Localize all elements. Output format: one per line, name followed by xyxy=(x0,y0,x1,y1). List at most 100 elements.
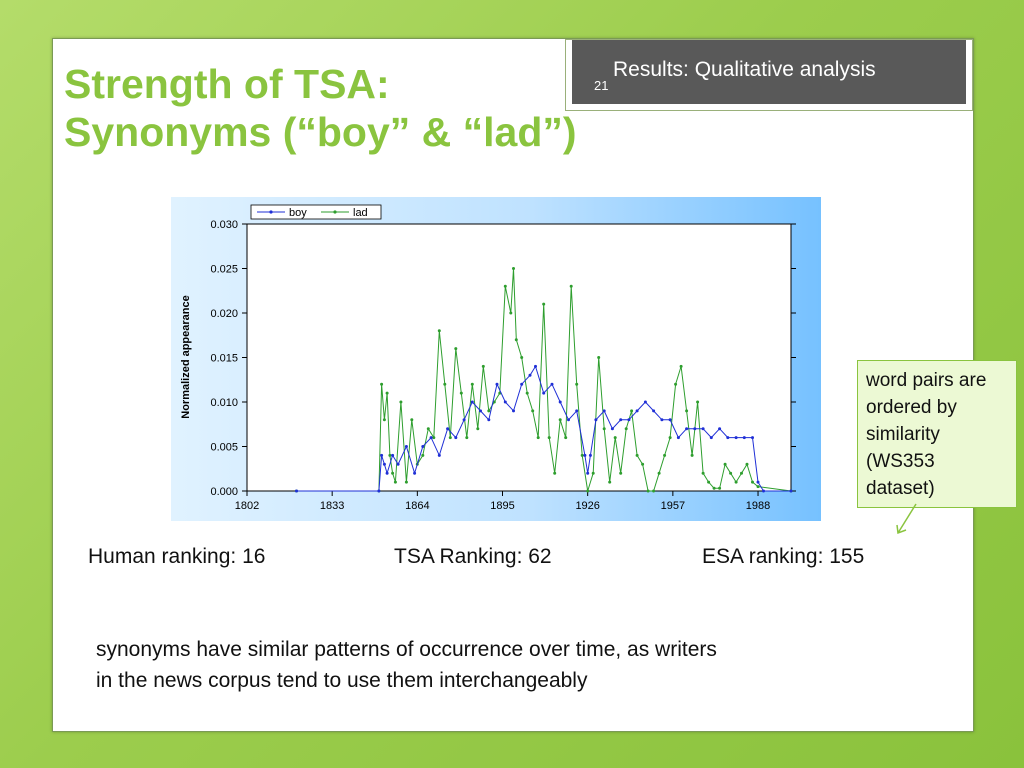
summary-line-2: in the news corpus tend to use them inte… xyxy=(96,669,588,692)
data-point-lad xyxy=(701,471,705,475)
data-point-lad xyxy=(602,427,606,431)
data-point-lad xyxy=(509,311,513,315)
header-tab-bar: 21 Results: Qualitative analysis xyxy=(572,40,966,104)
data-point-lad xyxy=(723,462,727,466)
data-point-lad xyxy=(536,436,540,440)
data-point-boy xyxy=(534,364,537,368)
header-tab: 21 Results: Qualitative analysis xyxy=(565,39,973,111)
data-point-boy xyxy=(470,400,474,404)
data-point-lad xyxy=(685,409,689,413)
data-point-lad xyxy=(630,409,634,413)
data-point-boy xyxy=(586,471,590,475)
data-point-boy xyxy=(391,453,395,457)
data-point-boy xyxy=(512,409,515,413)
legend-lad-label: lad xyxy=(353,207,368,219)
slide-title-line-1: Strength of TSA: xyxy=(64,61,390,107)
slide-title-line-2: Synonyms (“boy” & “lad”) xyxy=(64,109,577,155)
data-point-boy xyxy=(558,400,562,404)
data-point-boy xyxy=(454,436,458,440)
data-point-lad xyxy=(503,284,507,288)
y-tick-label: 0.030 xyxy=(210,219,238,231)
data-point-boy xyxy=(487,418,491,422)
esa-ranking: ESA ranking: 155 xyxy=(702,545,865,568)
plot-area xyxy=(246,223,792,492)
data-point-lad xyxy=(558,418,562,422)
data-point-lad xyxy=(437,329,441,333)
data-point-lad xyxy=(547,436,551,440)
x-tick-label: 1802 xyxy=(235,500,259,512)
data-point-lad xyxy=(459,391,463,395)
data-point-lad xyxy=(542,302,546,306)
data-point-boy xyxy=(377,489,381,493)
data-point-boy xyxy=(583,453,587,457)
data-point-lad xyxy=(729,471,733,475)
data-point-lad xyxy=(745,462,749,466)
data-point-boy xyxy=(550,382,554,386)
data-point-boy xyxy=(762,489,765,493)
data-point-lad xyxy=(520,356,524,359)
data-point-lad xyxy=(421,453,425,457)
data-point-lad xyxy=(470,382,474,386)
summary-text: synonyms have similar patterns of occurr… xyxy=(96,634,936,696)
data-point-lad xyxy=(393,480,397,484)
data-point-boy xyxy=(421,445,425,448)
data-point-lad xyxy=(569,284,573,288)
legend-boy-marker xyxy=(269,210,273,214)
y-tick-label: 0.010 xyxy=(210,397,238,409)
data-point-boy xyxy=(789,489,793,493)
x-tick-label: 1957 xyxy=(661,500,685,512)
data-point-lad xyxy=(454,347,458,351)
data-point-boy xyxy=(676,436,680,440)
y-tick-label: 0.005 xyxy=(210,442,238,454)
data-point-boy xyxy=(756,480,760,484)
callout-arrow-icon xyxy=(896,503,917,535)
legend-lad-marker xyxy=(333,210,337,214)
data-point-boy xyxy=(693,427,697,431)
data-point-boy xyxy=(495,382,499,386)
data-point-lad xyxy=(382,418,386,422)
data-point-lad xyxy=(476,427,480,431)
section-title: Results: Qualitative analysis xyxy=(613,58,876,81)
data-point-boy xyxy=(726,436,730,440)
data-point-lad xyxy=(657,471,661,475)
summary-line-1: synonyms have similar patterns of occurr… xyxy=(96,638,717,661)
data-point-lad xyxy=(512,267,515,270)
y-tick-label: 0.015 xyxy=(210,353,238,365)
human-ranking: Human ranking: 16 xyxy=(88,545,266,568)
data-point-lad xyxy=(619,471,623,475)
data-point-boy xyxy=(503,400,507,404)
data-point-lad xyxy=(410,418,414,422)
data-point-lad xyxy=(426,427,430,431)
data-point-boy xyxy=(602,409,606,413)
data-point-lad xyxy=(404,480,408,484)
data-point-boy xyxy=(635,409,639,413)
data-point-lad xyxy=(448,436,452,440)
data-point-boy xyxy=(380,453,384,457)
data-point-lad xyxy=(385,391,389,395)
data-point-lad xyxy=(575,382,579,386)
data-point-boy xyxy=(594,418,598,422)
data-point-boy xyxy=(701,427,705,431)
data-point-boy xyxy=(437,453,441,457)
data-point-boy xyxy=(446,427,450,431)
data-point-boy xyxy=(520,382,524,386)
x-tick-label: 1833 xyxy=(320,500,344,512)
data-point-boy xyxy=(479,409,482,413)
data-point-lad xyxy=(580,453,584,457)
data-point-boy xyxy=(734,436,738,440)
data-point-lad xyxy=(564,436,568,440)
data-point-boy xyxy=(528,373,532,377)
time-series-chart: 0.000 0.005 0.010 0.015 0.020 0.025 0.030 1802 1… xyxy=(171,197,821,521)
data-point-lad xyxy=(635,453,639,457)
data-point-lad xyxy=(652,489,656,493)
data-point-lad xyxy=(740,471,743,475)
data-point-lad xyxy=(443,382,447,386)
x-tick-label: 1895 xyxy=(490,500,514,512)
x-tick-label: 1926 xyxy=(575,500,599,512)
data-point-lad xyxy=(674,382,678,386)
data-point-boy xyxy=(643,400,647,404)
data-point-lad xyxy=(399,400,403,404)
data-point-lad xyxy=(525,391,529,395)
x-tick-label: 1864 xyxy=(405,500,429,512)
data-point-lad xyxy=(553,471,557,475)
